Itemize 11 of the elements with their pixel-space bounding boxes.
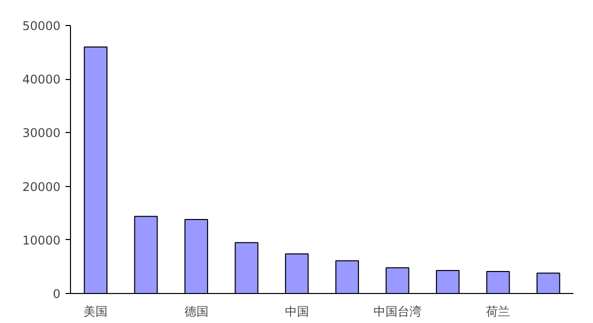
x-tick-label: 美国: [84, 304, 108, 318]
x-tick-label: 荷兰: [486, 304, 510, 318]
y-tick-label: 40000: [22, 72, 61, 87]
y-tick-label: 50000: [22, 19, 61, 33]
y-tick-label: 10000: [22, 233, 61, 248]
x-tick-label: 德国: [184, 304, 208, 318]
y-tick-label: 20000: [22, 180, 61, 194]
x-tick-label: 中国: [284, 304, 309, 318]
x-tick-label: 中国台湾: [373, 304, 422, 318]
y-tick-label: 0: [52, 287, 61, 301]
y-tick-label: 30000: [22, 126, 61, 140]
